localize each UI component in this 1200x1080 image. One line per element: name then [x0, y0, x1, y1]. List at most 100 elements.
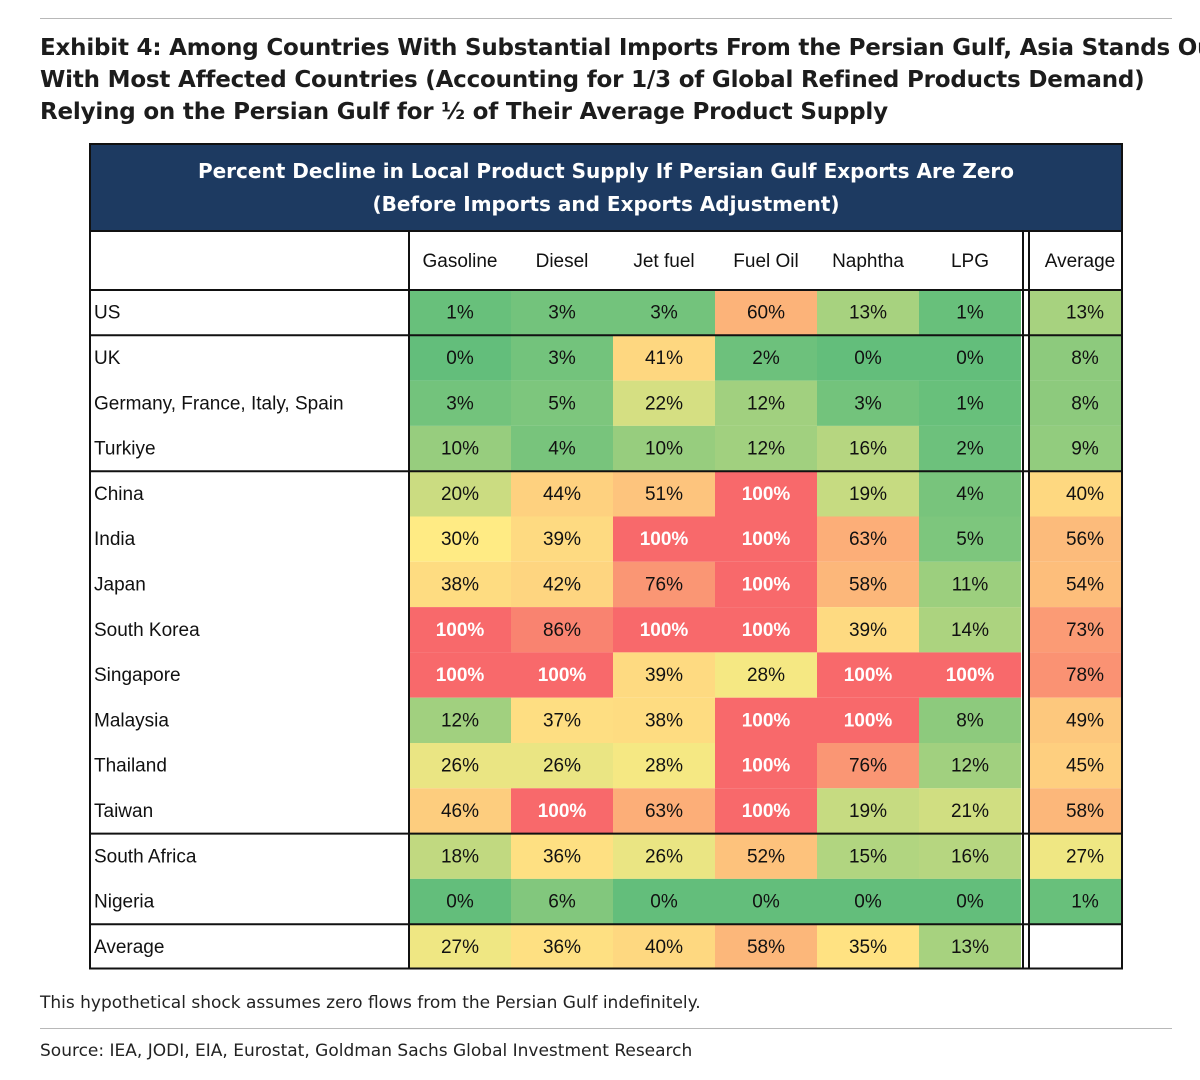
column-header-lpg: LPG	[951, 251, 989, 272]
row-label: Thailand	[94, 756, 167, 777]
cell-value: 16%	[849, 439, 887, 460]
heat-cell	[409, 425, 511, 472]
cell-value: 22%	[645, 393, 683, 414]
column-header-diesel: Diesel	[536, 251, 589, 272]
heat-cell	[715, 471, 817, 517]
cell-value: 1%	[446, 303, 474, 324]
source-rule	[40, 1028, 1172, 1029]
cell-value: 0%	[752, 892, 780, 913]
average-cell	[1029, 380, 1123, 426]
average-value: 78%	[1066, 665, 1104, 686]
heat-cell	[715, 607, 817, 653]
cell-value: 27%	[441, 937, 479, 958]
heat-cell	[613, 788, 715, 834]
heat-cell	[511, 788, 613, 834]
table-header-line-1: Percent Decline in Local Product Supply …	[197, 159, 1015, 183]
cell-value: 41%	[645, 348, 683, 369]
heat-cell	[919, 425, 1021, 472]
heat-cell	[409, 788, 511, 834]
heat-cell	[613, 335, 715, 381]
cell-value: 0%	[854, 892, 882, 913]
heat-cell	[715, 425, 817, 472]
row-label: Taiwan	[94, 801, 153, 822]
average-value: 45%	[1066, 756, 1104, 777]
heat-cell	[613, 878, 715, 925]
cell-value: 100%	[742, 801, 791, 822]
row-label: South Africa	[94, 846, 197, 867]
average-cell	[1029, 743, 1123, 789]
cell-value: 35%	[849, 937, 887, 958]
heat-cell	[511, 425, 613, 472]
heat-cell	[817, 878, 919, 925]
row-label: Malaysia	[94, 710, 169, 731]
cell-value: 19%	[849, 484, 887, 505]
cell-value: 100%	[946, 665, 995, 686]
heat-cell	[409, 335, 511, 381]
heat-cell	[715, 833, 817, 879]
cell-value: 51%	[645, 484, 683, 505]
source-line: Source: IEA, JODI, EIA, Eurostat, Goldma…	[40, 1041, 693, 1061]
row-label: Nigeria	[94, 892, 155, 913]
heat-cell	[715, 924, 817, 970]
heat-cell	[409, 743, 511, 789]
cell-value: 52%	[747, 846, 785, 867]
cell-value: 2%	[752, 348, 780, 369]
average-cell	[1029, 561, 1123, 608]
average-value: 40%	[1066, 484, 1104, 505]
heat-cell	[715, 878, 817, 925]
column-header-fuel-oil: Fuel Oil	[733, 251, 798, 272]
cell-value: 12%	[747, 439, 785, 460]
cell-value: 100%	[742, 620, 791, 641]
heat-cell	[817, 471, 919, 517]
heat-cell	[715, 697, 817, 743]
average-value: 54%	[1066, 574, 1104, 595]
heat-cell	[715, 788, 817, 834]
heat-cell	[715, 652, 817, 698]
heat-cell	[817, 697, 919, 743]
heat-cell	[817, 335, 919, 381]
heat-cell	[817, 833, 919, 879]
heat-cell	[919, 743, 1021, 789]
heat-cell	[919, 561, 1021, 608]
cell-value: 26%	[543, 756, 581, 777]
cell-value: 100%	[742, 574, 791, 595]
cell-value: 5%	[548, 393, 576, 414]
column-header-jet-fuel: Jet fuel	[633, 251, 694, 272]
row-label: China	[94, 484, 144, 505]
heat-cell	[817, 743, 919, 789]
average-cell	[1029, 471, 1123, 517]
row-label: Singapore	[94, 665, 181, 686]
cell-value: 86%	[543, 620, 581, 641]
heat-cell	[919, 878, 1021, 925]
row-label: South Korea	[94, 620, 200, 641]
heat-cell	[511, 516, 613, 562]
heat-cell	[817, 652, 919, 698]
heat-cell	[613, 924, 715, 970]
heat-cell	[409, 878, 511, 925]
cell-value: 100%	[640, 529, 689, 550]
heat-cell	[613, 697, 715, 743]
cell-value: 100%	[742, 484, 791, 505]
cell-value: 6%	[548, 892, 576, 913]
cell-value: 37%	[543, 710, 581, 731]
heat-cell	[409, 833, 511, 879]
cell-value: 36%	[543, 937, 581, 958]
cell-value: 10%	[645, 439, 683, 460]
cell-value: 28%	[645, 756, 683, 777]
row-label: UK	[94, 348, 121, 369]
average-cell	[1029, 607, 1123, 653]
cell-value: 60%	[747, 303, 785, 324]
heat-cell	[817, 380, 919, 426]
row-label: India	[94, 529, 136, 550]
exhibit-title: Exhibit 4: Among Countries With Substant…	[40, 32, 1200, 128]
heat-cell	[919, 697, 1021, 743]
heat-cell	[613, 380, 715, 426]
heat-cell	[715, 380, 817, 426]
heat-cell	[511, 380, 613, 426]
cell-value: 100%	[844, 665, 893, 686]
title-line-1: Exhibit 4: Among Countries With Substant…	[40, 35, 1200, 61]
average-cell	[1029, 290, 1123, 336]
cell-value: 100%	[742, 529, 791, 550]
cell-value: 42%	[543, 574, 581, 595]
cell-value: 76%	[645, 574, 683, 595]
